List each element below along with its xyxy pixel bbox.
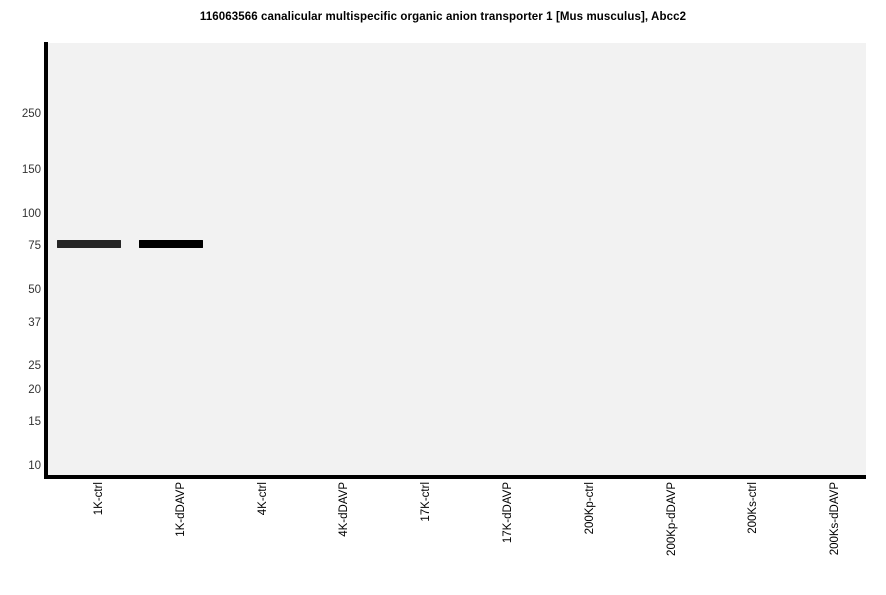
x-axis-tick-label: 17K-dDAVP: [501, 482, 514, 544]
x-axis-tick-label: 17K-ctrl: [420, 482, 433, 522]
y-axis-tick-labels: 250 150 100 75 50 37 25 20 15 10: [0, 0, 41, 595]
x-axis-tick-label: 4K-ctrl: [256, 482, 269, 516]
y-axis-tick-label: 75: [28, 239, 41, 252]
y-axis-tick-label: 10: [28, 460, 41, 472]
blot-band: [138, 240, 203, 248]
x-axis-tick-label: 1K-ctrl: [92, 482, 105, 516]
x-axis-tick-label: 4K-dDAVP: [338, 482, 351, 537]
x-axis-tick-label: 200Ks-ctrl: [747, 482, 760, 534]
page-title: 116063566 canalicular multispecific orga…: [199, 11, 687, 23]
x-axis-line: [44, 475, 866, 479]
x-axis-tick-label: 200Kp-ctrl: [583, 482, 596, 535]
y-axis-tick-label: 15: [28, 415, 41, 428]
plot-area: [48, 43, 866, 476]
y-axis-tick-label: 20: [28, 384, 41, 397]
x-axis-tick-label: 1K-dDAVP: [174, 482, 187, 537]
x-axis-tick-label: 200Kp-dDAVP: [665, 482, 678, 556]
y-axis-line: [44, 42, 48, 479]
y-axis-tick-label: 250: [21, 108, 41, 120]
y-axis-tick-label: 150: [21, 163, 41, 176]
blot-band: [56, 240, 121, 248]
y-axis-tick-label: 25: [28, 359, 41, 372]
y-axis-tick-label: 37: [28, 316, 41, 329]
y-axis-tick-label: 100: [21, 208, 41, 221]
x-axis-tick-label: 200Ks-dDAVP: [829, 482, 842, 556]
y-axis-tick-label: 50: [28, 284, 41, 296]
